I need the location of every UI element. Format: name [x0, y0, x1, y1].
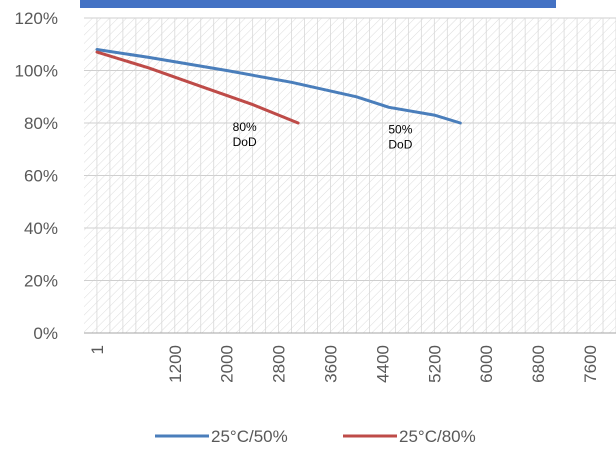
- x-tick-label: 5200: [425, 345, 444, 383]
- y-tick-label: 40%: [24, 219, 58, 238]
- x-tick-label: 3600: [322, 345, 341, 383]
- annotation-label: 50%: [388, 123, 412, 137]
- x-tick-label: 2800: [270, 345, 289, 383]
- annotation-label: DoD: [233, 135, 257, 149]
- x-tick-label: 1: [88, 345, 107, 354]
- series-line: [95, 48, 462, 125]
- legend-label: 25°C/50%: [211, 427, 288, 446]
- series-line: [95, 50, 300, 125]
- x-tick-label: 6000: [477, 345, 496, 383]
- annotation-label: 80%: [233, 120, 257, 134]
- y-tick-label: 100%: [15, 62, 58, 81]
- title-bar: [80, 0, 556, 8]
- y-tick-label: 0%: [33, 324, 58, 343]
- legend-label: 25°C/80%: [399, 427, 476, 446]
- y-tick-label: 80%: [24, 114, 58, 133]
- annotation-label: DoD: [388, 138, 412, 152]
- x-tick-label: 4400: [373, 345, 392, 383]
- x-tick-label: 6800: [529, 345, 548, 383]
- y-tick-label: 120%: [15, 9, 58, 28]
- x-tick-label: 7600: [581, 345, 600, 383]
- y-tick-label: 60%: [24, 167, 58, 186]
- x-tick-label: 2000: [218, 345, 237, 383]
- y-tick-label: 20%: [24, 272, 58, 291]
- x-tick-label: 1200: [166, 345, 185, 383]
